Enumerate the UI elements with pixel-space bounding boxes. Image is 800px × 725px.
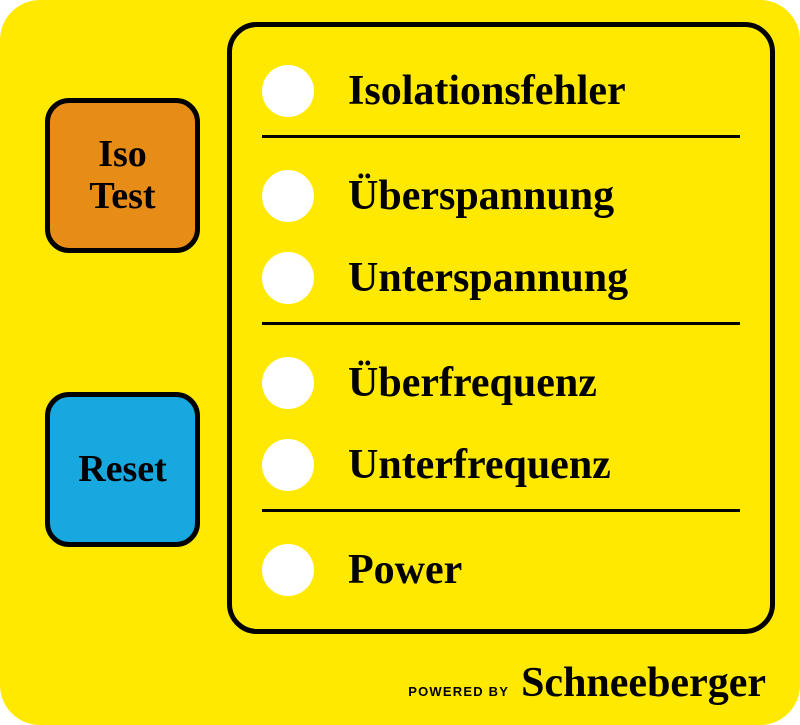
reset-button-label: Reset	[78, 449, 167, 491]
brand-credit: POWERED BY Schneeberger	[408, 659, 766, 707]
status-label: Überfrequenz	[348, 359, 597, 407]
led-indicator-icon	[262, 544, 314, 596]
status-row: Überspannung	[262, 160, 740, 232]
credit-brand: Schneeberger	[521, 659, 766, 707]
status-label: Unterfrequenz	[348, 441, 611, 489]
status-row: Isolationsfehler	[262, 55, 740, 127]
led-indicator-icon	[262, 357, 314, 409]
iso-test-button-label: Iso Test	[89, 134, 155, 218]
status-row: Überfrequenz	[262, 347, 740, 419]
status-group: Power	[262, 534, 740, 606]
status-group: Überfrequenz Unterfrequenz	[262, 347, 740, 512]
led-indicator-icon	[262, 65, 314, 117]
credit-prefix: POWERED BY	[408, 684, 509, 699]
reset-button[interactable]: Reset	[45, 392, 200, 547]
status-row: Unterfrequenz	[262, 429, 740, 501]
device-panel: Iso Test Reset Isolationsfehler Überspan…	[0, 0, 800, 725]
status-row: Power	[262, 534, 740, 606]
status-label: Isolationsfehler	[348, 67, 626, 115]
status-group: Überspannung Unterspannung	[262, 160, 740, 325]
led-indicator-icon	[262, 170, 314, 222]
status-label: Power	[348, 546, 462, 594]
status-group: Isolationsfehler	[262, 55, 740, 138]
status-row: Unterspannung	[262, 242, 740, 314]
status-label: Überspannung	[348, 172, 614, 220]
status-label: Unterspannung	[348, 254, 628, 302]
led-indicator-icon	[262, 439, 314, 491]
iso-test-button[interactable]: Iso Test	[45, 98, 200, 253]
status-indicator-box: Isolationsfehler Überspannung Unterspann…	[227, 22, 775, 634]
led-indicator-icon	[262, 252, 314, 304]
